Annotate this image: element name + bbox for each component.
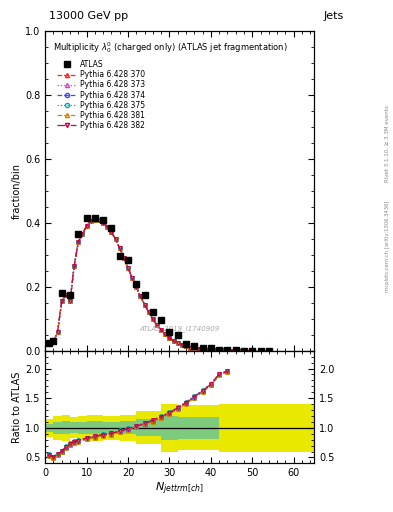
- Bar: [194, 406, 219, 451]
- Bar: [178, 417, 194, 439]
- Bar: [53, 422, 62, 434]
- Text: mcplots.cern.ch [arXiv:1306.3436]: mcplots.cern.ch [arXiv:1306.3436]: [385, 200, 389, 291]
- Bar: [103, 416, 120, 440]
- Bar: [120, 415, 136, 441]
- Text: 13000 GeV pp: 13000 GeV pp: [49, 11, 128, 22]
- Text: Multiplicity $\lambda_0^0$ (charged only) (ATLAS jet fragmentation): Multiplicity $\lambda_0^0$ (charged only…: [53, 40, 288, 55]
- Bar: [45, 419, 53, 437]
- Bar: [86, 415, 103, 441]
- Bar: [161, 416, 178, 440]
- Text: ATLAS_2019_I1740909: ATLAS_2019_I1740909: [140, 325, 220, 332]
- Bar: [62, 421, 70, 434]
- Y-axis label: Ratio to ATLAS: Ratio to ATLAS: [12, 371, 22, 443]
- Bar: [78, 422, 86, 434]
- Bar: [62, 415, 70, 441]
- Bar: [70, 417, 78, 438]
- Bar: [70, 422, 78, 433]
- Bar: [53, 416, 62, 440]
- Y-axis label: fraction/bin: fraction/bin: [12, 163, 22, 219]
- Bar: [120, 421, 136, 434]
- Bar: [161, 404, 178, 452]
- Bar: [103, 422, 120, 434]
- Bar: [219, 404, 314, 452]
- Text: Jets: Jets: [323, 11, 344, 22]
- X-axis label: $N_{\mathit{jettrm[ch]}}$: $N_{\mathit{jettrm[ch]}}$: [155, 481, 204, 497]
- Bar: [136, 411, 161, 444]
- Bar: [78, 416, 86, 440]
- Bar: [194, 417, 219, 439]
- Legend: ATLAS, Pythia 6.428 370, Pythia 6.428 373, Pythia 6.428 374, Pythia 6.428 375, P: ATLAS, Pythia 6.428 370, Pythia 6.428 37…: [57, 60, 145, 130]
- Bar: [86, 421, 103, 434]
- Bar: [136, 419, 161, 436]
- Bar: [178, 406, 194, 451]
- Text: Rivet 3.1.10, ≥ 3.3M events: Rivet 3.1.10, ≥ 3.3M events: [385, 105, 389, 182]
- Bar: [45, 423, 53, 432]
